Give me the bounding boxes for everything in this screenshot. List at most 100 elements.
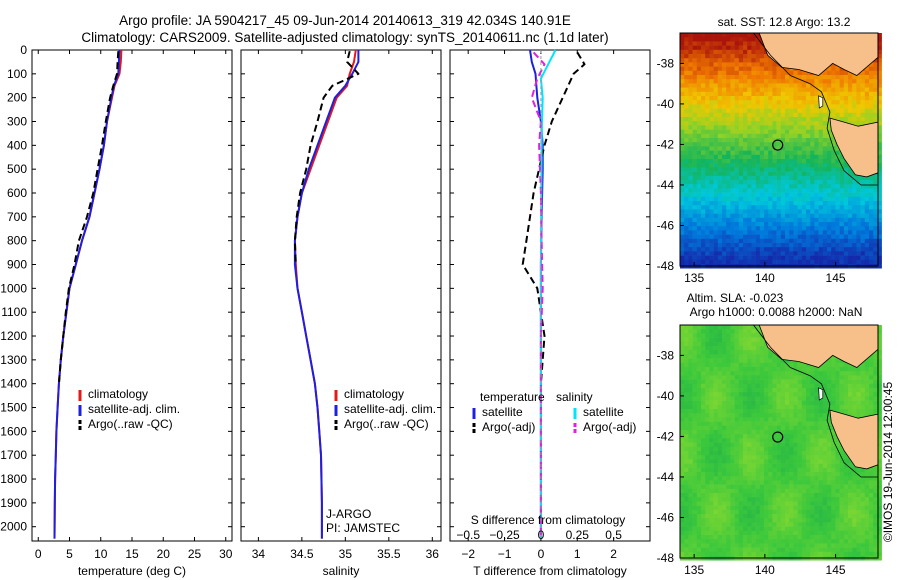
heatmap-cell (680, 104, 685, 109)
heatmap-cell (864, 83, 870, 88)
heatmap-cell (705, 138, 710, 143)
heatmap-cell (730, 209, 735, 214)
heatmap-cell (709, 476, 714, 481)
heatmap-cell (751, 192, 756, 198)
heatmap-cell (810, 154, 815, 160)
heatmap-cell (785, 396, 790, 401)
heatmap-cell (839, 104, 845, 109)
heatmap-cell (726, 79, 731, 84)
heatmap-cell (722, 91, 727, 97)
heatmap-cell (759, 163, 765, 168)
heatmap-cell (831, 222, 836, 227)
heatmap-cell (877, 49, 882, 55)
heatmap-cell (751, 226, 756, 231)
heatmap-cell (709, 238, 714, 244)
heatmap-cell (692, 446, 698, 452)
heatmap-cell (818, 421, 824, 427)
heatmap-cell (877, 66, 882, 72)
heatmap-cell (734, 117, 740, 122)
heatmap-cell (768, 66, 773, 72)
heatmap-cell (680, 409, 685, 414)
heatmap-cell (705, 100, 710, 105)
heatmap-cell (764, 121, 769, 126)
heatmap-cell (810, 388, 815, 393)
heatmap-cell (751, 184, 756, 189)
heatmap-cell (734, 341, 740, 347)
heatmap-cell (692, 421, 698, 427)
heatmap-cell (772, 259, 777, 265)
heatmap-cell (764, 476, 769, 481)
heatmap-cell (726, 37, 731, 42)
heatmap-cell (755, 484, 761, 490)
heatmap-cell (726, 354, 731, 359)
heatmap-cell (705, 213, 710, 219)
heatmap-cell (789, 392, 794, 397)
heatmap-cell (688, 87, 693, 93)
heatmap-cell (810, 125, 815, 130)
heatmap-cell (877, 438, 882, 443)
heatmap-cell (730, 100, 735, 105)
heatmap-cell (738, 100, 744, 105)
heatmap-cell (747, 205, 752, 210)
heatmap-cell (738, 125, 744, 130)
heatmap-cell (869, 255, 874, 261)
heatmap-cell (692, 434, 698, 439)
heatmap-cell (764, 383, 769, 389)
heatmap-cell (814, 467, 819, 473)
heatmap-cell (713, 430, 719, 435)
heatmap-cell (734, 501, 740, 506)
heatmap-cell (743, 493, 748, 498)
heatmap-cell (743, 255, 748, 261)
heatmap-cell (785, 438, 790, 443)
heatmap-cell (818, 243, 824, 248)
heatmap-cell (755, 362, 761, 368)
heatmap-cell (797, 79, 803, 84)
heatmap-cell (713, 96, 719, 101)
heatmap-cell (688, 45, 693, 51)
heatmap-cell (751, 493, 756, 498)
heatmap-cell (810, 434, 815, 439)
heatmap-cell (768, 480, 773, 485)
heatmap-cell (822, 205, 828, 210)
heatmap-cell (688, 371, 693, 376)
heatmap-cell (839, 205, 845, 210)
heatmap-cell (793, 159, 798, 164)
heatmap-cell (738, 150, 744, 156)
heatmap-cell (684, 192, 689, 198)
heatmap-cell (789, 467, 794, 473)
heatmap-cell (814, 226, 819, 231)
heatmap-cell (759, 129, 765, 135)
heatmap-cell (730, 222, 735, 227)
heatmap-cell (814, 159, 819, 164)
heatmap-cell (709, 409, 714, 414)
heatmap-cell (864, 234, 870, 240)
heatmap-cell (726, 87, 731, 93)
heatmap-cell (696, 392, 702, 397)
heatmap-cell (772, 434, 777, 439)
heatmap-cell (873, 493, 878, 498)
heatmap-cell (734, 358, 740, 364)
heatmap-cell (684, 37, 689, 42)
heatmap-cell (839, 383, 845, 389)
heatmap-cell (709, 358, 714, 364)
heatmap-cell (726, 108, 731, 114)
heatmap-cell (738, 33, 744, 38)
heatmap-cell (709, 329, 714, 334)
heatmap-cell (835, 255, 840, 261)
heatmap-cell (873, 184, 878, 189)
heatmap-cell (852, 87, 857, 93)
heatmap-cell (722, 45, 727, 51)
heatmap-cell (780, 163, 786, 168)
heatmap-cell (797, 379, 803, 385)
heatmap-cell (869, 493, 874, 498)
heatmap-cell (734, 455, 740, 460)
heatmap-cell (688, 217, 693, 223)
heatmap-cell (852, 188, 857, 193)
series-line-1 (293, 50, 360, 539)
heatmap-cell (877, 222, 882, 227)
heatmap-cell (692, 476, 698, 481)
heatmap-cell (831, 243, 836, 248)
heatmap-cell (843, 70, 849, 76)
heatmap-cell (877, 146, 882, 151)
